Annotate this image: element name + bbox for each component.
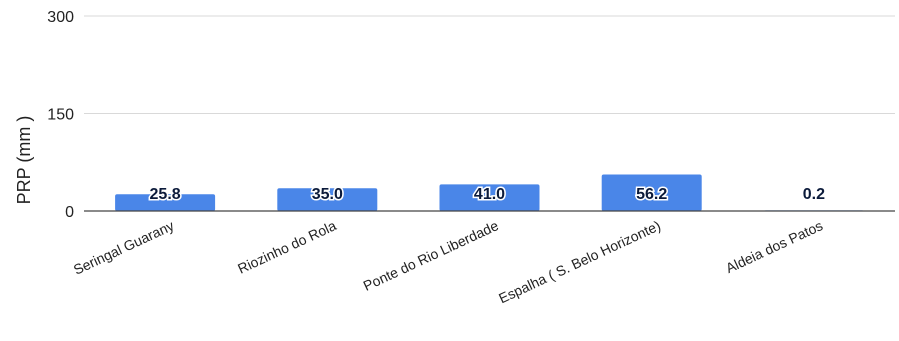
y-tick-label: 150 (47, 107, 74, 124)
y-axis-label: PRP (mm ) (14, 116, 34, 205)
y-tick-label: 0 (65, 204, 74, 221)
bar (601, 174, 702, 211)
gridlines (84, 15, 895, 114)
x-tick-label: Riozinho do Rola (235, 217, 339, 277)
data-label: 41.0 (474, 186, 505, 203)
x-tick-label: Ponte do Rio Liberdade (361, 217, 501, 294)
bar (115, 194, 216, 211)
y-tick-label: 300 (47, 9, 74, 26)
x-axis-ticks: Seringal Guarany Riozinho do Rola Ponte do… (71, 217, 825, 306)
x-tick-label: Aldeia dos Patos (723, 217, 825, 276)
bar (277, 188, 378, 211)
data-labels: 25.8 35.0 41.0 56.2 0.2 (148, 185, 827, 205)
data-label: 0.2 (803, 186, 825, 203)
bar (439, 184, 540, 211)
data-label: 56.2 (636, 186, 667, 203)
bars (115, 174, 864, 211)
data-label: 25.8 (150, 186, 181, 203)
x-tick-label: Seringal Guarany (71, 217, 177, 278)
x-tick-label: Espalha ( S. Belo Horizonte) (496, 217, 663, 306)
y-axis-ticks: 0 150 300 (47, 9, 74, 221)
data-label: 35.0 (312, 186, 343, 203)
